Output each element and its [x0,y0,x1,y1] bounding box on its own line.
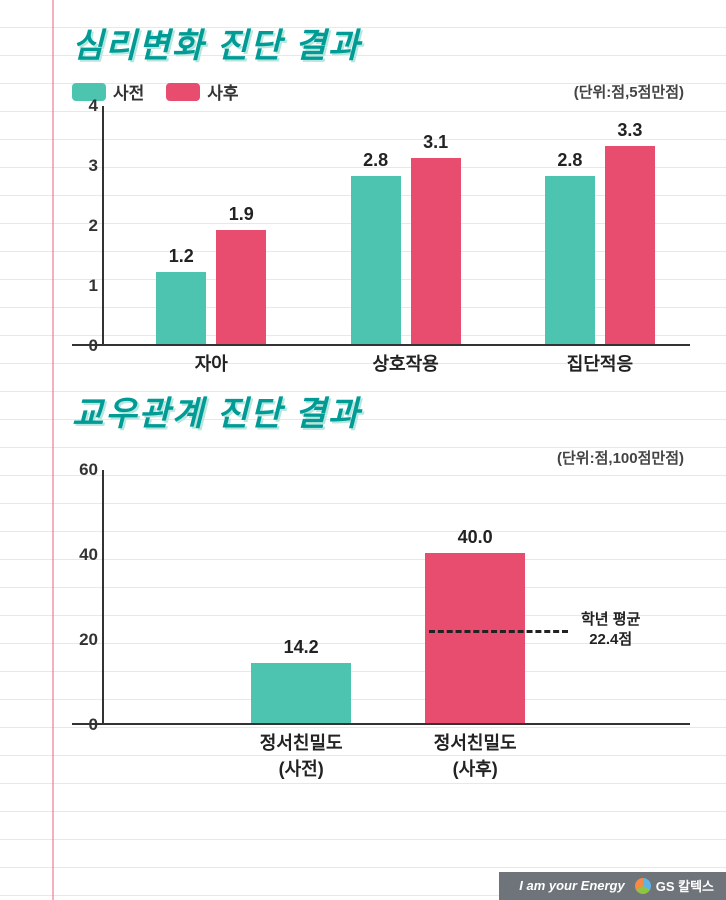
ytick: 0 [72,336,98,356]
bar: 1.2 [156,272,206,344]
legend-swatch [166,83,200,101]
gs-logo-icon [635,878,651,894]
bar: 14.2 [251,663,351,723]
chart1-section: 심리변화 진단 결과 사전사후 (단위:점,5점만점) 1.21.9자아2.83… [72,18,690,346]
chart2-plot: 14.2정서친밀도 (사전)40.0정서친밀도 (사후)학년 평균 22.4점 … [72,470,690,725]
ytick: 4 [72,96,98,116]
x-category-label: 자아 [151,344,271,376]
bar-group: 2.83.1 [351,158,461,344]
x-category-label: 상호작용 [346,344,466,376]
bar-value-label: 40.0 [458,527,493,548]
bar-value-label: 2.8 [557,150,582,171]
x-category-label: 집단적응 [540,344,660,376]
bar: 3.3 [605,146,655,344]
content-container: 심리변화 진단 결과 사전사후 (단위:점,5점만점) 1.21.9자아2.83… [0,0,726,725]
bar-value-label: 14.2 [284,637,319,658]
bar-group: 1.21.9 [156,230,266,344]
ytick: 20 [72,630,98,650]
chart2-section: 교우관계 진단 결과 (단위:점,100점만점) 14.2정서친밀도 (사전)4… [72,386,690,725]
bar-value-label: 3.1 [423,132,448,153]
legend-item: 사후 [166,79,238,104]
bar-value-label: 2.8 [363,150,388,171]
bar-value-label: 1.9 [229,204,254,225]
reference-label: 학년 평균 22.4점 [581,610,640,651]
chart1-header: 사전 사후 (단위:점,5점만점) [72,79,690,104]
chart1-unit: (단위:점,5점만점) [574,81,684,102]
ytick: 60 [72,460,98,480]
bar-group: 2.83.3 [545,146,655,344]
bar: 2.8 [545,176,595,344]
reference-line [429,630,568,633]
ytick: 40 [72,545,98,565]
x-category-label: 정서친밀도 (사후) [395,723,555,781]
bar-value-label: 3.3 [617,120,642,141]
x-category-label: 정서친밀도 (사전) [221,723,381,781]
legend-label: 사후 [207,79,238,104]
footer-bar: I am your Energy GS 칼텍스 [499,872,726,900]
footer-brand: GS 칼텍스 [635,876,714,895]
footer-slogan: I am your Energy [519,878,624,893]
bar: 1.9 [216,230,266,344]
ytick: 1 [72,276,98,296]
chart1-title: 심리변화 진단 결과 [72,18,690,67]
chart2-title: 교우관계 진단 결과 [72,386,690,435]
bar: 3.1 [411,158,461,344]
chart2-unit: (단위:점,100점만점) [557,447,684,468]
chart1-plot: 1.21.9자아2.83.1상호작용2.83.3집단적응 01234 [72,106,690,346]
chart2-header: (단위:점,100점만점) [72,447,690,468]
footer-brand-text: GS 칼텍스 [656,876,714,895]
ytick: 2 [72,216,98,236]
ytick: 3 [72,156,98,176]
bar-value-label: 1.2 [169,246,194,267]
ytick: 0 [72,715,98,735]
legend-label: 사전 [113,79,144,104]
bar: 40.0 [425,553,525,723]
bar: 2.8 [351,176,401,344]
